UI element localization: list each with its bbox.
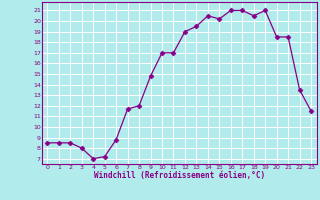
- X-axis label: Windchill (Refroidissement éolien,°C): Windchill (Refroidissement éolien,°C): [94, 171, 265, 180]
